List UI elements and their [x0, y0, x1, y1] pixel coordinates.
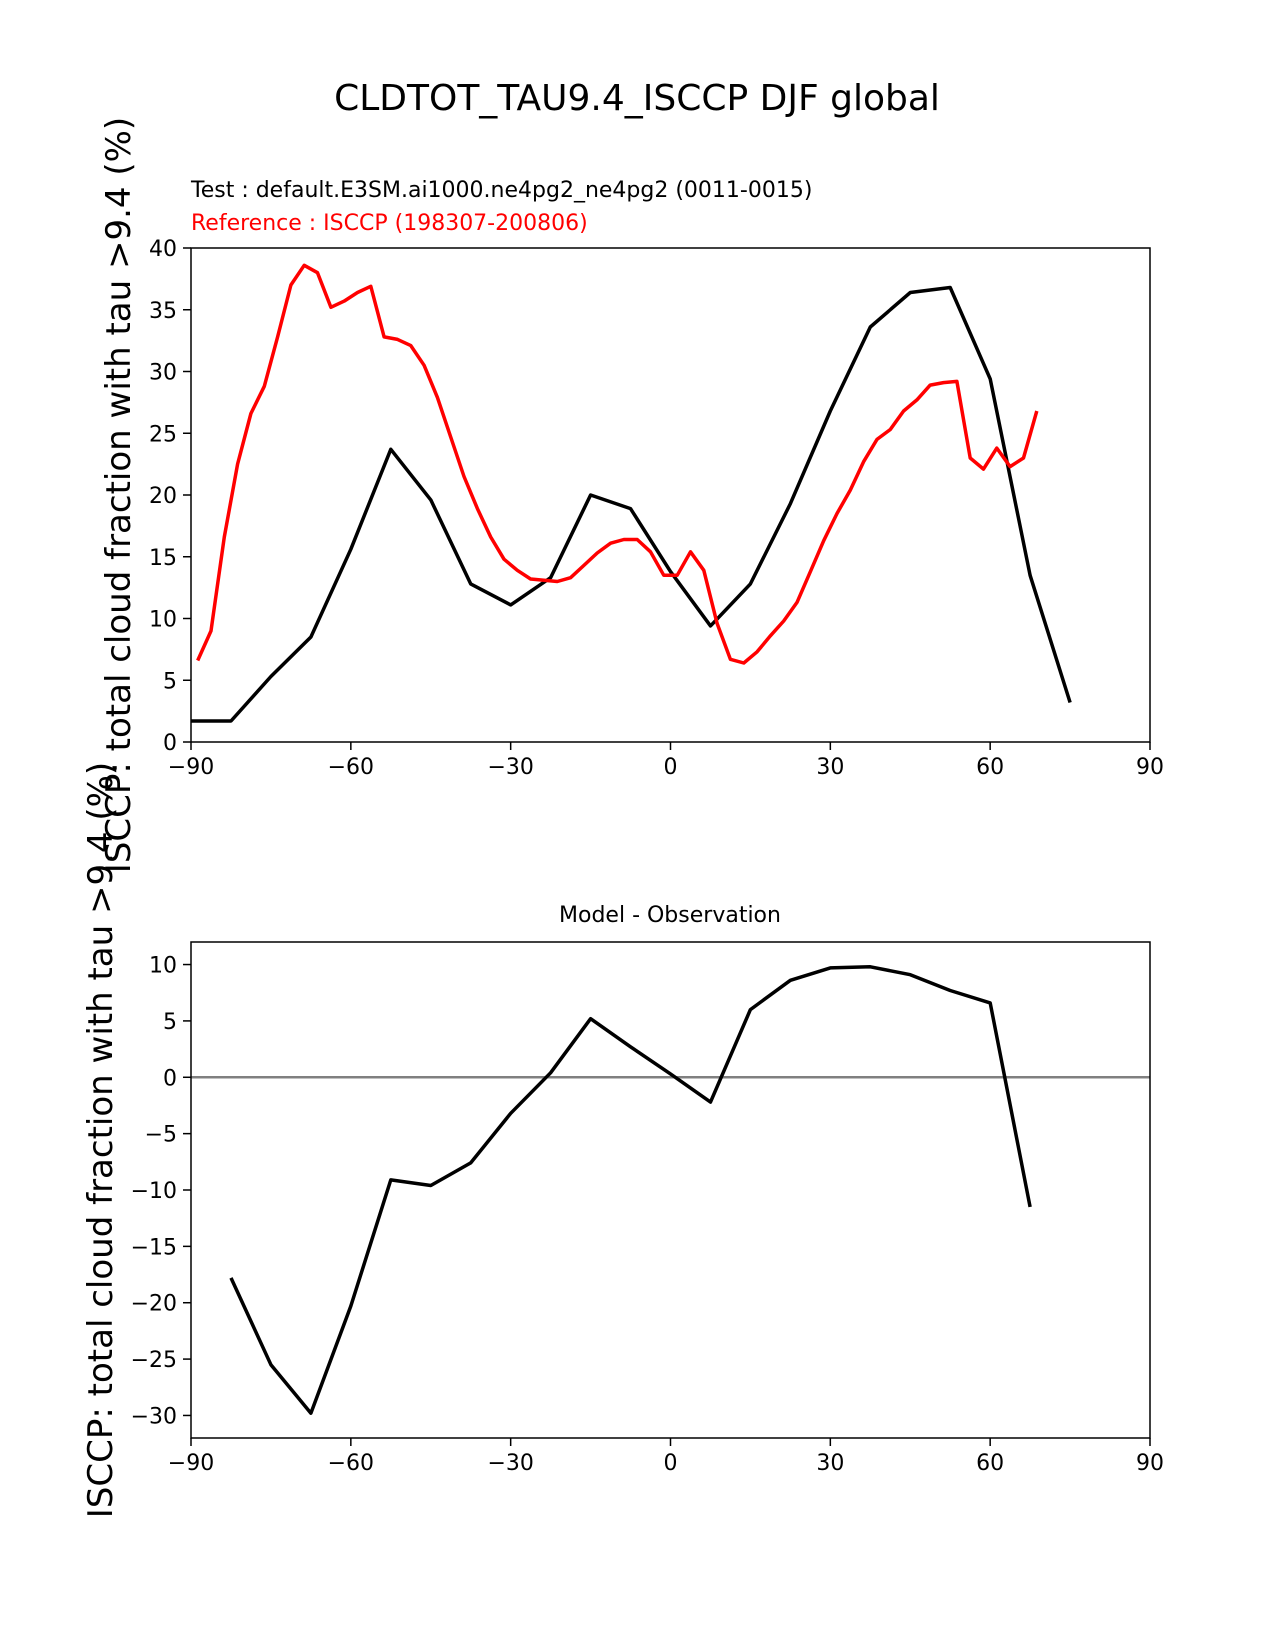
- bottom-x-tick-label: 90: [1136, 1451, 1164, 1476]
- reference-title: Reference : ISCCP (198307-200806): [191, 211, 588, 236]
- bottom-x-tick-label: 60: [976, 1451, 1004, 1476]
- top-x-tick-label: 30: [816, 755, 844, 780]
- top-y-tick-label: 0: [163, 731, 177, 756]
- bottom-y-tick-label: 0: [163, 1066, 177, 1091]
- test-title: Test : default.E3SM.ai1000.ne4pg2_ne4pg2…: [190, 178, 812, 203]
- bottom-x-tick-label: 30: [816, 1451, 844, 1476]
- bottom-x-tick-label: 0: [664, 1451, 678, 1476]
- top-panel: Test : default.E3SM.ai1000.ne4pg2_ne4pg2…: [99, 117, 1164, 873]
- bottom-x-tick-label: −90: [168, 1451, 214, 1476]
- top-x-tick-label: −60: [328, 755, 374, 780]
- top-x-tick-label: 90: [1136, 755, 1164, 780]
- top-y-tick-label: 40: [149, 237, 177, 262]
- top-y-tick-label: 5: [163, 669, 177, 694]
- top-y-tick-label: 25: [149, 422, 177, 447]
- bottom-x-tick-label: −30: [487, 1451, 533, 1476]
- bottom-y-tick-label: −25: [131, 1348, 177, 1373]
- bottom-y-tick-label: −30: [131, 1404, 177, 1429]
- top-series-reference-line: [196, 263, 1039, 665]
- bottom-y-tick-label: 5: [163, 1010, 177, 1035]
- top-series-test-line: [191, 285, 1072, 723]
- top-y-tick-label: 30: [149, 361, 177, 386]
- bottom-panel: Model - Observation ISCCP: total cloud f…: [81, 762, 1164, 1518]
- bottom-y-tick-label: −10: [131, 1179, 177, 1204]
- difference-title: Model - Observation: [559, 903, 781, 928]
- top-y-tick-label: 20: [149, 484, 177, 509]
- top-y-tick-label: 15: [149, 546, 177, 571]
- bottom-y-tick-label: 10: [149, 954, 177, 979]
- top-x-tick-label: 0: [664, 755, 678, 780]
- top-x-tick-label: 60: [976, 755, 1004, 780]
- top-y-tick-label: 10: [149, 608, 177, 633]
- figure-title: CLDTOT_TAU9.4_ISCCP DJF global: [334, 78, 940, 119]
- top-y-tick-label: 35: [149, 299, 177, 324]
- y-axis-label: ISCCP: total cloud fraction with tau >9.…: [99, 117, 139, 873]
- bottom-y-tick-label: −20: [131, 1292, 177, 1317]
- top-x-tick-label: −90: [168, 755, 214, 780]
- bottom-y-tick-label: −15: [131, 1235, 177, 1260]
- top-axes-frame: [190, 247, 1151, 743]
- bottom-y-tick-label: −5: [145, 1123, 177, 1148]
- bottom-series-difference-line: [229, 965, 1032, 1415]
- bottom-x-tick-label: −60: [328, 1451, 374, 1476]
- top-x-tick-label: −30: [487, 755, 533, 780]
- bottom-axes-frame: [190, 941, 1151, 1439]
- y-axis-label: ISCCP: total cloud fraction with tau >9.…: [81, 762, 121, 1518]
